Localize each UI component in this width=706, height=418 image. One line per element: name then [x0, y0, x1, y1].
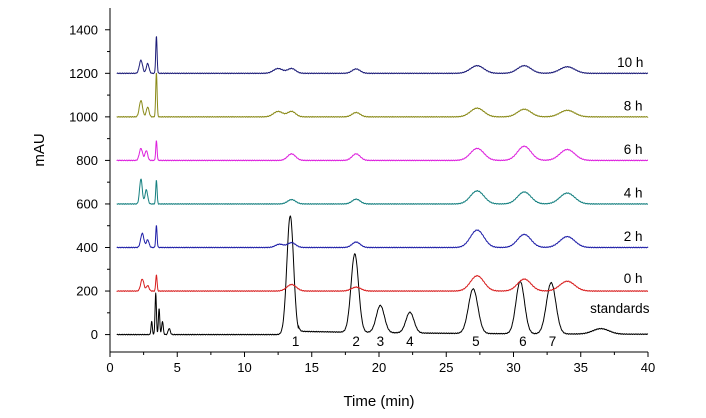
y-tick-label: 800 [76, 153, 98, 168]
series-label-6-h: 6 h [624, 142, 643, 157]
x-tick-label: 5 [174, 360, 181, 375]
x-tick-label: 40 [641, 360, 655, 375]
peak-label: 6 [519, 334, 527, 349]
trace-6-h [116, 140, 649, 162]
trace-8-h [116, 72, 649, 118]
series-labels: standards 0 h 2 h 4 h 6 h 8 h 10 h [590, 55, 650, 316]
x-axis-title: Time (min) [343, 393, 414, 410]
trace-2-h [116, 225, 649, 249]
series-label-0-h: 0 h [624, 271, 643, 286]
y-ticks: 0 200 400 600 800 1000 1200 1400 [69, 22, 110, 342]
series-label-2-h: 2 h [624, 229, 643, 244]
y-tick-label: 1000 [69, 109, 98, 124]
y-tick-label: 200 [76, 284, 98, 299]
y-tick-label: 1200 [69, 66, 98, 81]
trace-0-h [116, 274, 649, 292]
x-tick-label: 0 [106, 360, 113, 375]
x-tick-label: 35 [574, 360, 588, 375]
peak-label: 1 [292, 334, 300, 349]
y-tick-label: 400 [76, 240, 98, 255]
trace-10-h [116, 36, 649, 75]
y-tick-label: 600 [76, 196, 98, 211]
series-label-standards: standards [590, 301, 650, 316]
peak-label: 4 [406, 334, 414, 349]
x-tick-label: 10 [237, 360, 251, 375]
x-tick-label: 25 [439, 360, 453, 375]
peak-labels: 1 2 3 4 5 6 7 [292, 334, 556, 349]
peak-label: 7 [549, 334, 557, 349]
series-label-8-h: 8 h [624, 98, 643, 113]
x-tick-label: 30 [506, 360, 520, 375]
y-axis-title: mAU [31, 133, 48, 166]
axes [109, 8, 648, 353]
y-tick-label: 1400 [69, 22, 98, 37]
x-tick-label: 20 [372, 360, 386, 375]
x-tick-label: 15 [305, 360, 319, 375]
trace-standards [116, 215, 649, 336]
series-label-10-h: 10 h [617, 55, 643, 70]
series-label-4-h: 4 h [624, 185, 643, 200]
x-ticks: 0 5 10 15 20 25 30 35 40 [106, 352, 655, 375]
trace-4-h [116, 178, 649, 205]
traces [116, 36, 649, 336]
peak-label: 3 [377, 334, 385, 349]
peak-label: 2 [352, 334, 360, 349]
peak-label: 5 [472, 334, 480, 349]
y-tick-label: 0 [91, 327, 98, 342]
